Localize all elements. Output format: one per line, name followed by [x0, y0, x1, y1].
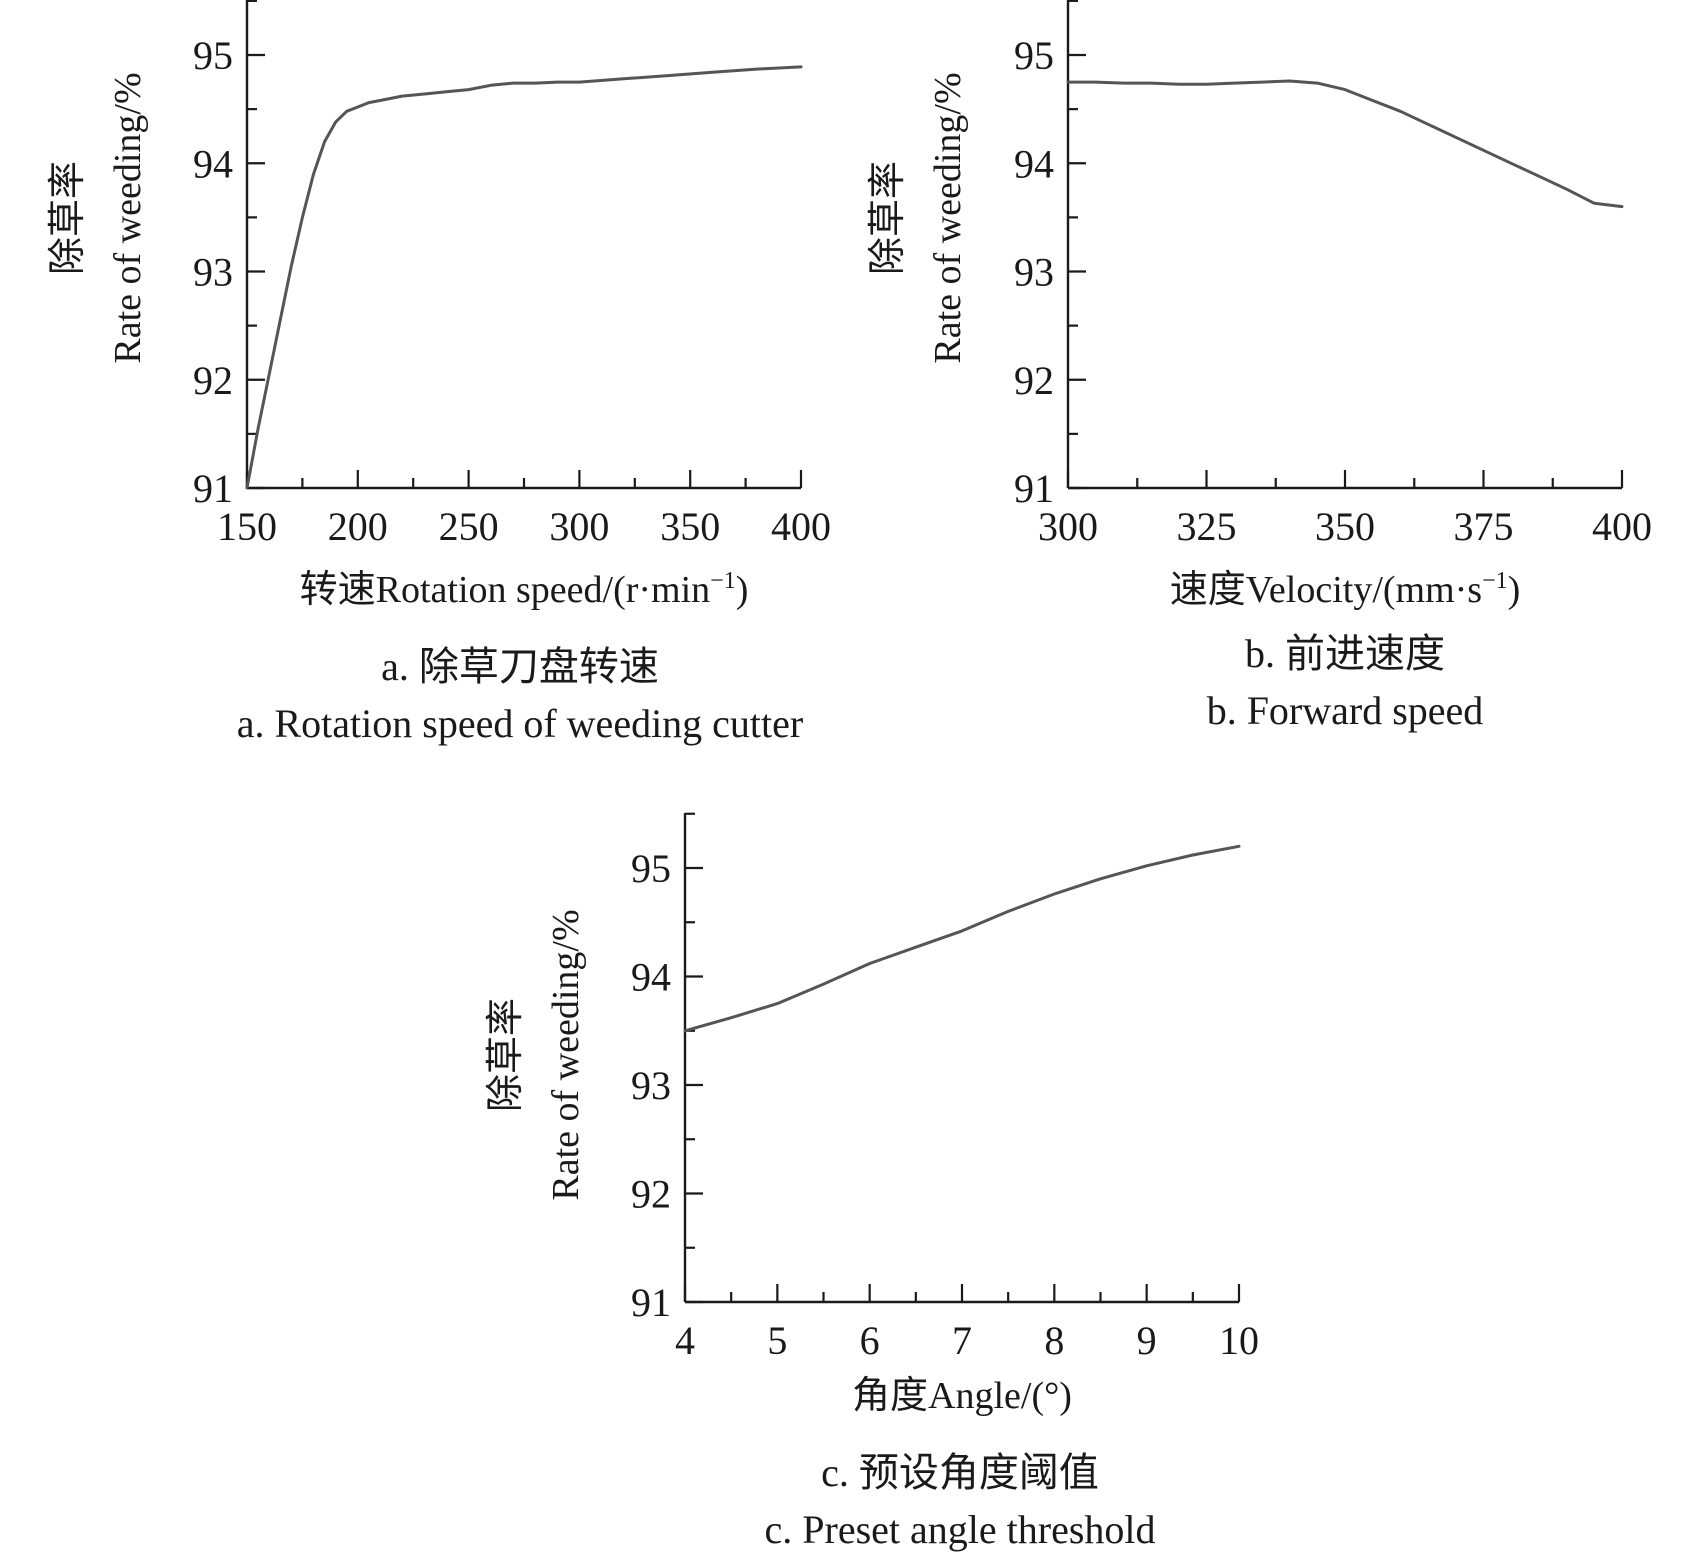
x-tick-label: 6	[860, 1318, 880, 1363]
x-tick-label: 10	[1219, 1318, 1259, 1363]
y-tick-label: 91	[193, 466, 233, 511]
y-tick-label: 95	[631, 846, 671, 891]
caption-cn: b. 前进速度	[1245, 631, 1445, 676]
x-tick-label: 150	[217, 504, 277, 549]
x-tick-label: 400	[771, 504, 831, 549]
y-axis-label: Rate of weeding/%	[545, 909, 587, 1200]
x-tick-label: 5	[767, 1318, 787, 1363]
x-tick-label: 250	[439, 504, 499, 549]
series-line	[1066, 79, 1624, 209]
chart-panel: 91 92 93 94 95 4 5 6 7 8 9 10 Rate of weeding/% 除草率角度…	[485, 812, 1259, 1552]
y-tick-label: 95	[1014, 33, 1054, 78]
x-tick-label: 8	[1044, 1318, 1064, 1363]
y-axis-label: Rate of weeding/%	[107, 72, 149, 363]
y-tick-label: 92	[1014, 358, 1054, 403]
x-tick-label: 4	[675, 1318, 695, 1363]
caption-cn: a. 除草刀盘转速	[381, 644, 659, 689]
y-tick-label: 91	[631, 1280, 671, 1325]
y-axis-label: Rate of weeding/%	[927, 72, 969, 363]
x-axis-label: 角度Angle/(°)	[852, 1375, 1072, 1417]
y-tick-label: 94	[193, 141, 233, 186]
y-tick-label: 94	[631, 955, 671, 1000]
x-tick-label: 375	[1454, 504, 1514, 549]
x-tick-label: 300	[549, 504, 609, 549]
y-tick-label: 93	[631, 1063, 671, 1108]
y-tick-label: 92	[193, 358, 233, 403]
caption-en: a. Rotation speed of weeding cutter	[237, 701, 803, 746]
y-tick-label: 91	[1014, 466, 1054, 511]
x-tick-label: 325	[1177, 504, 1237, 549]
series-line	[683, 844, 1241, 1033]
x-tick-label: 400	[1592, 504, 1652, 549]
caption-en: b. Forward speed	[1207, 688, 1484, 733]
y-tick-label: 95	[193, 33, 233, 78]
y-tick-label: 94	[1014, 141, 1054, 186]
x-tick-label: 9	[1137, 1318, 1157, 1363]
caption-cn: c. 预设角度阈值	[821, 1450, 1099, 1495]
caption-en: c. Preset angle threshold	[765, 1507, 1156, 1552]
series-line	[245, 65, 803, 490]
y-axis-label-cn: 除草率	[485, 998, 527, 1112]
y-tick-label: 93	[193, 250, 233, 295]
y-tick-label: 93	[1014, 250, 1054, 295]
chart-panel: 91 92 93 94 95 150 200 250 300 350 400 Rate of weed…	[47, 0, 831, 746]
y-tick-label: 92	[631, 1172, 671, 1217]
x-tick-label: 300	[1038, 504, 1098, 549]
x-tick-label: 350	[660, 504, 720, 549]
x-tick-label: 350	[1315, 504, 1375, 549]
chart-panel: 91 92 93 94 95 300 325 350 375 400 Rate of weeding…	[867, 0, 1652, 733]
x-axis-label: 速度Velocity/(mm·s−1)	[1170, 568, 1521, 611]
x-axis-label: 转速Rotation speed/(r·min−1)	[300, 568, 749, 611]
x-tick-label: 7	[952, 1318, 972, 1363]
x-tick-label: 200	[328, 504, 388, 549]
y-axis-label-cn: 除草率	[867, 161, 909, 275]
y-axis-label-cn: 除草率	[47, 161, 89, 275]
